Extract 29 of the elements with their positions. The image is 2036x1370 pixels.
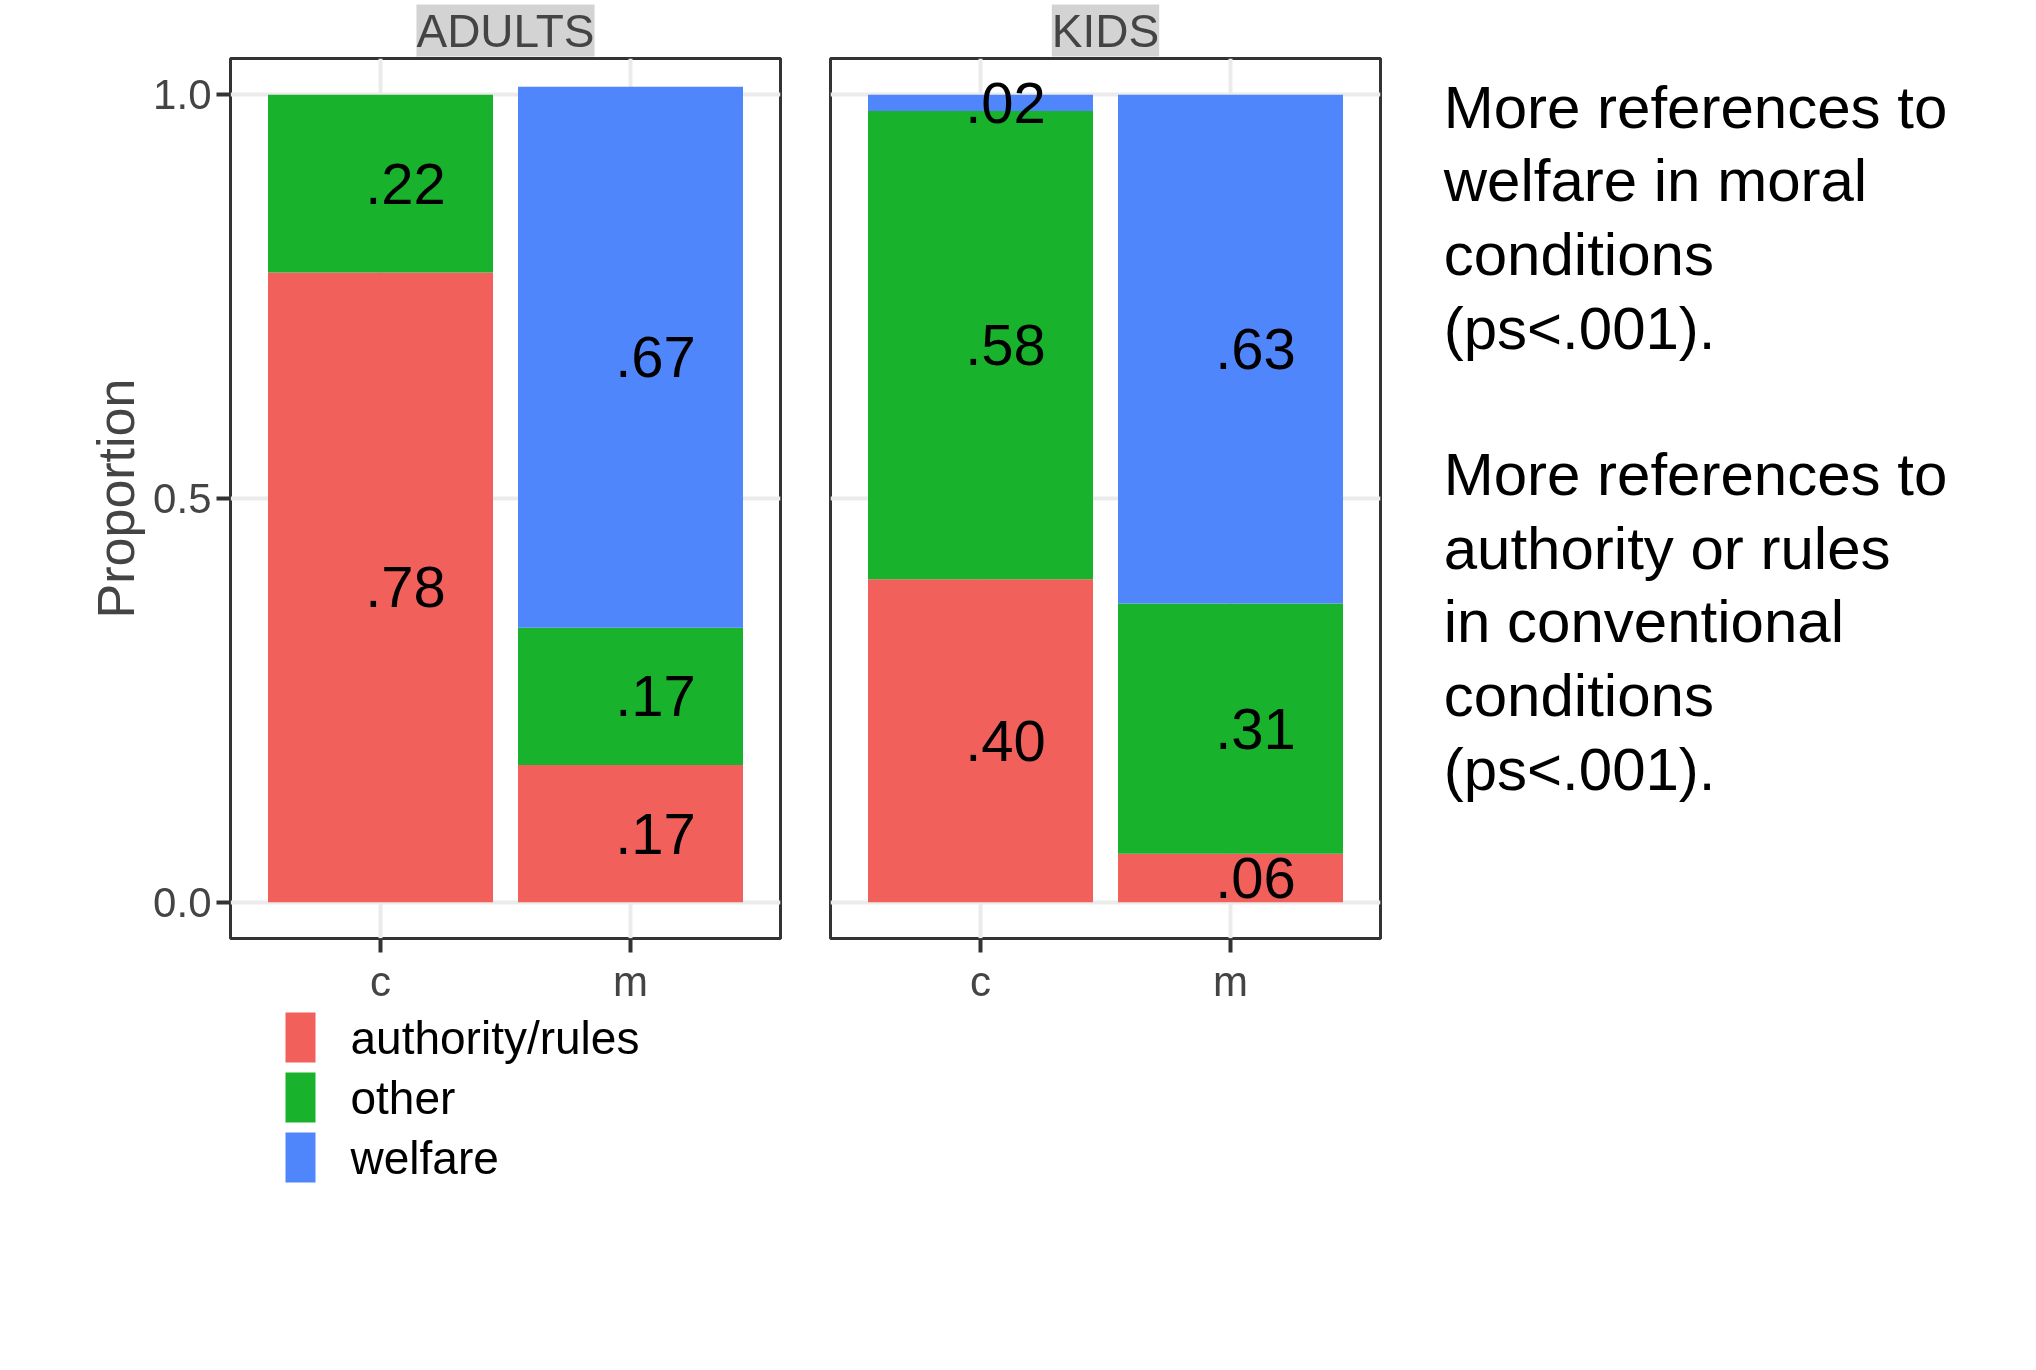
x-tick-label: m [613, 957, 649, 1005]
data-label: .22 [365, 150, 446, 216]
y-tick-label: 0.5 [153, 475, 212, 522]
data-label: .17 [615, 800, 696, 866]
bar [268, 94, 493, 273]
y-tick-label: 1.0 [153, 71, 212, 119]
data-label: .17 [615, 663, 696, 729]
chart-title: ADULTS [416, 4, 595, 57]
text: More references to authority or rules in conventional conditions (ps<.001). [1443, 441, 1948, 803]
bar [518, 764, 743, 903]
chart-title: KIDS [1051, 4, 1160, 57]
y-axis-title: Proportion [87, 378, 146, 619]
data-label: .58 [965, 312, 1046, 378]
data-label: .06 [1215, 844, 1296, 910]
legend-label: other [350, 1071, 456, 1124]
x-tick-label: m [1213, 957, 1249, 1005]
data-label: .78 [365, 554, 446, 620]
data-label: .67 [615, 324, 696, 390]
legend-label: authority/rules [350, 1011, 640, 1064]
data-label: .31 [1215, 695, 1296, 761]
text: More references to welfare in moral conditions (ps<.001). [1442, 73, 1948, 362]
bar [1118, 603, 1343, 854]
y-tick-label: 0.0 [153, 878, 212, 926]
data-label: .40 [965, 707, 1046, 773]
x-tick-label: c [370, 957, 391, 1005]
legend-label: welfare [349, 1131, 499, 1184]
bar [518, 627, 743, 765]
x-tick-label: c [970, 957, 991, 1005]
data-label: .63 [1215, 316, 1296, 382]
